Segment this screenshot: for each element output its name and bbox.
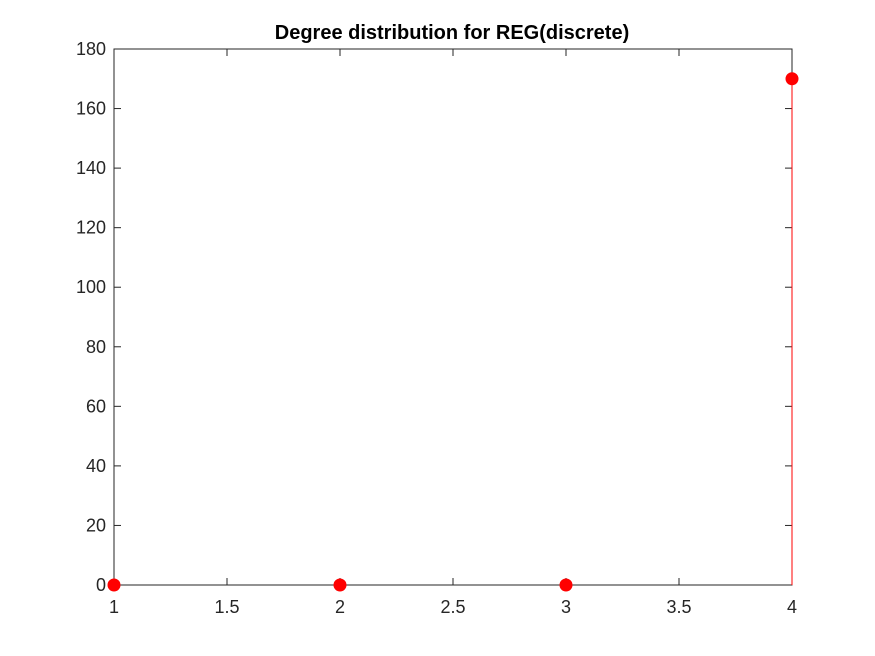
data-point: [785, 72, 799, 86]
chart-title: Degree distribution for REG(discrete): [275, 22, 630, 44]
x-tick-label: 1.5: [214, 597, 239, 617]
y-tick-label: 60: [86, 396, 106, 416]
y-tick-label: 40: [86, 456, 106, 476]
y-tick-label: 180: [76, 39, 106, 59]
x-axis: 1 1.5 2 2.5 3 3.5 4: [109, 49, 797, 617]
x-tick-label: 4: [787, 597, 797, 617]
y-tick-label: 80: [86, 337, 106, 357]
data-point: [559, 578, 573, 592]
x-tick-label: 2: [335, 597, 345, 617]
data-point: [333, 578, 347, 592]
y-tick-label: 120: [76, 218, 106, 238]
y-tick-label: 160: [76, 99, 106, 119]
y-tick-label: 0: [96, 575, 106, 595]
y-tick-label: 140: [76, 158, 106, 178]
x-tick-label: 3.5: [666, 597, 691, 617]
x-tick-label: 3: [561, 597, 571, 617]
y-tick-label: 100: [76, 277, 106, 297]
data-point: [107, 578, 121, 592]
x-tick-label: 1: [109, 597, 119, 617]
y-tick-label: 20: [86, 515, 106, 535]
y-axis: 0 20 40 60 80 100 120 140 160 180: [76, 39, 792, 595]
plot-area: [113, 48, 793, 586]
x-tick-label: 2.5: [440, 597, 465, 617]
data-series: [107, 72, 799, 592]
